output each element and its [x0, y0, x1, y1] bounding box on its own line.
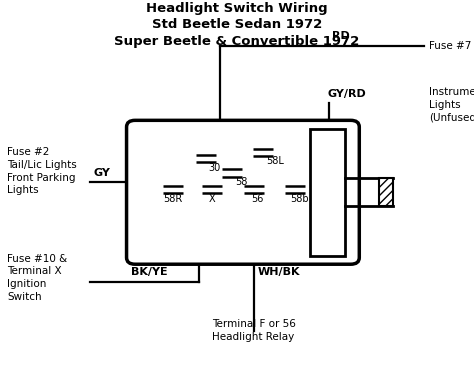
Text: 58b: 58b	[291, 194, 309, 204]
Text: Terminal F or 56
Headlight Relay: Terminal F or 56 Headlight Relay	[212, 319, 295, 342]
Text: 58R: 58R	[164, 194, 183, 204]
Text: Headlight Switch Wiring
Std Beetle Sedan 1972
Super Beetle & Convertible 1972: Headlight Switch Wiring Std Beetle Sedan…	[114, 2, 360, 48]
Text: Instrument
Lights
(Unfused): Instrument Lights (Unfused)	[429, 87, 474, 123]
Text: GY: GY	[93, 168, 110, 178]
Text: WH/BK: WH/BK	[257, 267, 300, 277]
Bar	[379, 178, 393, 206]
Text: BK/YE: BK/YE	[131, 267, 168, 277]
Text: 58: 58	[236, 177, 248, 187]
Text: 56: 56	[251, 194, 264, 204]
Text: Fuse #7: Fuse #7	[429, 41, 471, 51]
Text: Fuse #10 &
Terminal X
Ignition
Switch: Fuse #10 & Terminal X Ignition Switch	[7, 254, 67, 302]
Bar	[310, 129, 345, 256]
Text: Fuse #2
Tail/Lic Lights
Front Parking
Lights: Fuse #2 Tail/Lic Lights Front Parking Li…	[7, 147, 77, 195]
Text: X: X	[209, 194, 215, 204]
Text: 30: 30	[209, 163, 221, 173]
FancyBboxPatch shape	[127, 120, 359, 264]
Text: GY/RD: GY/RD	[327, 89, 366, 99]
Text: 58L: 58L	[266, 156, 284, 166]
Text: RD: RD	[332, 31, 350, 41]
